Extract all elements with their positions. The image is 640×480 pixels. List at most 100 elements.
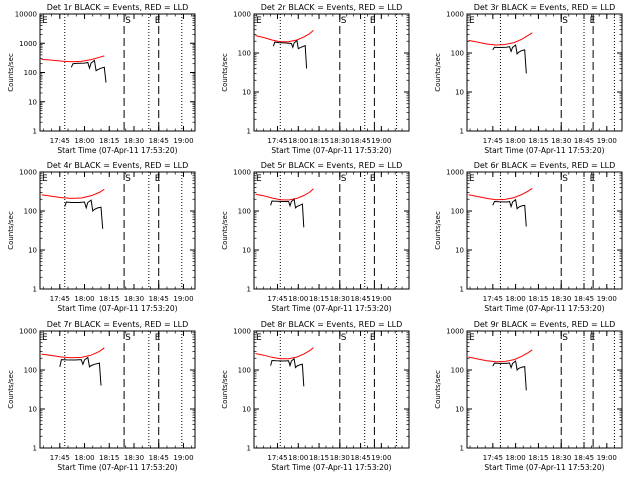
e-marker-label: E — [590, 16, 596, 26]
x-tick-label: 18:15 — [99, 454, 119, 462]
x-tick-label: 18:45 — [350, 137, 370, 145]
y-tick-label: 10 — [28, 247, 37, 255]
x-tick-label: 19:00 — [371, 454, 391, 462]
y-tick-label: 1000 — [19, 169, 37, 177]
panel-title: Det 8r BLACK = Events, RED = LLD — [261, 320, 403, 329]
events-series-line — [70, 59, 107, 83]
e-marker-label: E — [155, 333, 161, 343]
left-e-marker-label: E — [42, 174, 48, 184]
x-tick-label: 18:30 — [551, 295, 571, 303]
x-tick-label: 18:30 — [551, 454, 571, 462]
panel-title: Det 7r BLACK = Events, RED = LLD — [47, 320, 189, 329]
plot-frame — [253, 330, 410, 449]
y-tick-label: 1 — [33, 445, 37, 453]
x-tick-label: 18:30 — [330, 454, 350, 462]
y-axis-label: Counts/sec — [434, 53, 442, 92]
detector-panel-3: Det 3r BLACK = Events, RED = LLD 1 10 100 10… — [434, 3, 623, 155]
x-tick-label: 18:00 — [506, 454, 526, 462]
plot-frame — [39, 330, 196, 449]
x-tick-label: 19:00 — [597, 295, 617, 303]
x-tick-label: 19:00 — [597, 137, 617, 145]
panel-title: Det 6r BLACK = Events, RED = LLD — [474, 161, 616, 170]
x-tick-label: 18:15 — [528, 137, 548, 145]
y-tick-label: 1000 — [446, 169, 464, 177]
detector-panel-1: Det 1r BLACK = Events, RED = LLD 1 10 100 10… — [7, 3, 196, 155]
detector-panel-6: Det 6r BLACK = Events, RED = LLD 1 10 100 10… — [434, 161, 623, 313]
left-e-marker-label: E — [469, 16, 475, 26]
lld-series-line — [41, 188, 105, 199]
lld-series-line — [41, 55, 105, 63]
y-tick-label: 100 — [238, 208, 251, 216]
e-marker-label: E — [370, 16, 376, 26]
x-tick-label: 18:00 — [74, 137, 94, 145]
x-axis-label: Start Time (07-Apr-11 17:53:20) — [57, 463, 177, 472]
x-tick-label: 18:15 — [309, 295, 329, 303]
x-tick-label: 18:15 — [528, 295, 548, 303]
lld-series-line — [468, 32, 533, 46]
e-marker-label: E — [590, 333, 596, 343]
events-series-line — [59, 356, 102, 386]
x-tick-label: 18:45 — [149, 137, 169, 145]
y-tick-label: 10 — [242, 406, 251, 414]
x-tick-label: 18:45 — [574, 454, 594, 462]
x-tick-label: 17:45 — [267, 295, 287, 303]
events-series-line — [492, 198, 527, 227]
detector-panel-5: Det 5r BLACK = Events, RED = LLD 1 10 100 10… — [221, 161, 410, 313]
x-tick-label: 18:30 — [124, 137, 144, 145]
y-tick-label: 10 — [242, 247, 251, 255]
y-tick-label: 1000 — [233, 328, 251, 336]
lld-series-line — [255, 188, 314, 201]
x-tick-label: 19:00 — [371, 295, 391, 303]
y-tick-label: 1 — [460, 286, 464, 294]
x-tick-label: 18:45 — [350, 454, 370, 462]
plot-frame — [466, 171, 623, 290]
plot-frame — [253, 171, 410, 290]
x-tick-label: 17:45 — [483, 137, 503, 145]
y-axis-label: Counts/sec — [7, 211, 15, 250]
x-tick-label: 18:15 — [309, 137, 329, 145]
events-series-line — [270, 198, 305, 228]
y-tick-label: 10 — [242, 89, 251, 97]
x-tick-label: 18:00 — [74, 454, 94, 462]
plot-frame — [253, 13, 410, 132]
x-tick-label: 18:15 — [99, 295, 119, 303]
x-tick-label: 18:00 — [288, 295, 308, 303]
x-axis-label: Start Time (07-Apr-11 17:53:20) — [271, 463, 391, 472]
x-tick-label: 19:00 — [173, 137, 193, 145]
x-tick-label: 18:45 — [149, 295, 169, 303]
y-tick-label: 100 — [238, 367, 251, 375]
x-tick-label: 18:30 — [124, 454, 144, 462]
x-tick-label: 18:00 — [288, 454, 308, 462]
events-series-line — [492, 44, 527, 74]
e-marker-label: E — [155, 174, 161, 184]
y-tick-label: 1000 — [19, 328, 37, 336]
y-tick-label: 100 — [24, 69, 37, 77]
x-tick-label: 17:45 — [483, 295, 503, 303]
y-tick-label: 1 — [247, 445, 251, 453]
x-tick-label: 17:45 — [267, 454, 287, 462]
panel-title: Det 4r BLACK = Events, RED = LLD — [47, 161, 189, 170]
left-e-marker-label: E — [42, 333, 48, 343]
s-marker-label: S — [125, 174, 131, 184]
left-e-marker-label: E — [469, 333, 475, 343]
e-marker-label: E — [155, 16, 161, 26]
panel-title: Det 2r BLACK = Events, RED = LLD — [261, 3, 403, 12]
detector-panel-4: Det 4r BLACK = Events, RED = LLD 1 10 100 10… — [7, 161, 196, 313]
e-marker-label: E — [370, 333, 376, 343]
x-tick-label: 18:15 — [528, 454, 548, 462]
y-axis-label: Counts/sec — [434, 211, 442, 250]
y-axis-label: Counts/sec — [7, 53, 15, 92]
y-tick-label: 1000 — [233, 11, 251, 19]
y-tick-label: 100 — [451, 208, 464, 216]
y-axis-label: Counts/sec — [221, 370, 229, 409]
y-tick-label: 10 — [455, 89, 464, 97]
x-tick-label: 18:30 — [330, 137, 350, 145]
y-tick-label: 10 — [455, 247, 464, 255]
y-tick-label: 100 — [24, 208, 37, 216]
detector-panel-8: Det 8r BLACK = Events, RED = LLD 1 10 100 10… — [221, 320, 410, 472]
x-tick-label: 18:00 — [506, 295, 526, 303]
y-tick-label: 100 — [451, 50, 464, 58]
y-tick-label: 10000 — [15, 11, 37, 19]
x-tick-label: 18:45 — [574, 295, 594, 303]
